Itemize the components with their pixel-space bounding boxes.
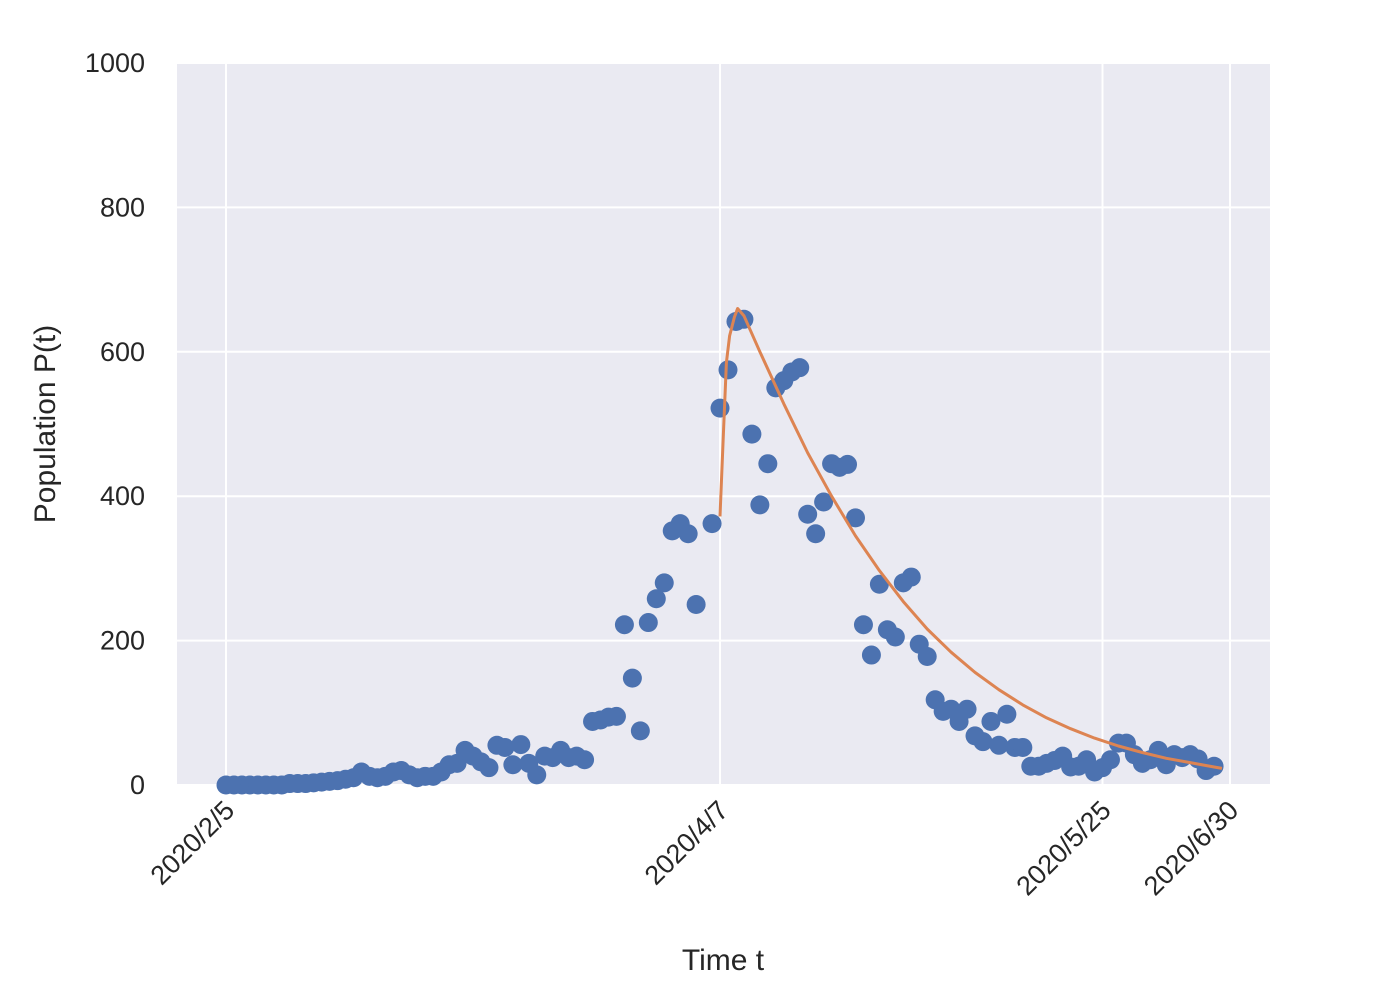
fit-curve	[718, 307, 1223, 770]
scatter-point	[917, 646, 937, 666]
scatter-point	[718, 360, 738, 380]
scatter-point	[630, 721, 650, 741]
y-tick-label: 200	[100, 626, 145, 656]
x-tick-labels: 2020/2/5 2020/4/7 2020/5/25 2020/6/30	[145, 795, 1245, 901]
grid-lines	[177, 62, 1270, 786]
scatter-point	[997, 704, 1017, 724]
scatter-point	[973, 732, 993, 752]
x-tick-label: 2020/2/5	[145, 795, 241, 891]
scatter-point	[838, 454, 858, 474]
x-tick-label: 2020/4/7	[639, 795, 735, 891]
scatter-point	[861, 645, 881, 665]
x-tick-label: 2020/5/25	[1011, 795, 1117, 901]
scatter-point	[742, 424, 762, 444]
scatter-point	[622, 668, 642, 688]
scatter-point	[495, 737, 515, 757]
scatter-point	[814, 492, 834, 512]
y-axis-label: Population P(t)	[29, 325, 62, 523]
x-axis-label: Time t	[682, 944, 765, 977]
scatter-point	[798, 504, 818, 524]
y-tick-labels: 0 200 400 600 800 1000	[85, 48, 145, 800]
scatter-point	[638, 613, 658, 633]
line-series	[718, 307, 1223, 770]
scatter-point	[957, 699, 977, 719]
scatter-point	[869, 574, 889, 594]
scatter-point	[1100, 750, 1120, 770]
scatter-point	[503, 755, 523, 775]
y-tick-label: 600	[100, 337, 145, 367]
scatter-point	[806, 524, 826, 544]
scatter-point	[575, 750, 595, 770]
scatter-point	[511, 735, 531, 755]
scatter-point	[989, 735, 1009, 755]
scatter-point	[758, 454, 778, 474]
scatter-point	[790, 358, 810, 378]
scatter-point	[845, 508, 865, 528]
scatter-point	[750, 495, 770, 515]
scatter-point	[901, 567, 921, 587]
scatter-point	[702, 514, 722, 534]
scatter-point	[710, 398, 730, 418]
scatter-point	[885, 627, 905, 647]
scatter-point	[1013, 737, 1033, 757]
scatter-point	[479, 758, 499, 778]
y-tick-label: 800	[100, 192, 145, 222]
scatter-point	[678, 524, 698, 544]
scatter-point	[614, 615, 634, 635]
scatter-point	[527, 765, 547, 785]
scatter-point	[654, 573, 674, 593]
y-tick-label: 1000	[85, 48, 145, 78]
x-tick-label: 2020/6/30	[1138, 795, 1244, 901]
scatter-point	[606, 706, 626, 726]
y-tick-label: 0	[130, 770, 145, 800]
y-tick-label: 400	[100, 481, 145, 511]
scatter-point	[853, 615, 873, 635]
scatter-point	[981, 711, 1001, 731]
scatter-point	[686, 595, 706, 614]
scatter-point	[646, 589, 666, 609]
